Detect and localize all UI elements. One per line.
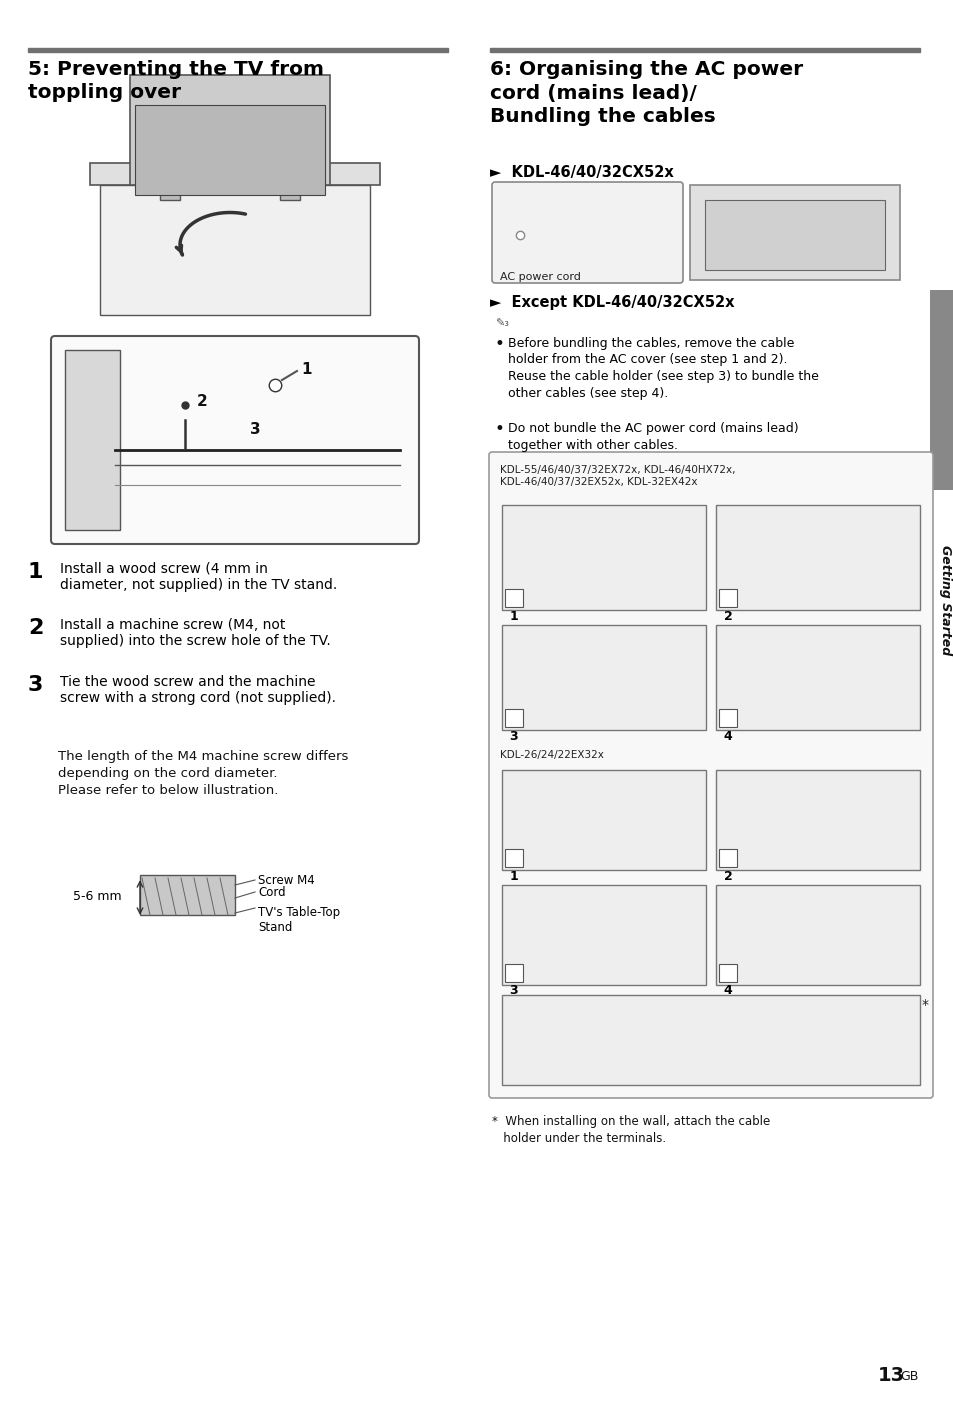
Text: 2: 2 (196, 393, 208, 409)
Bar (140, 875, 234, 915)
Text: Tie the wood screw and the machine
screw with a strong cord (not supplied).: Tie the wood screw and the machine screw… (60, 675, 335, 705)
Bar (504, 849, 522, 868)
Text: 5: Preventing the TV from
toppling over: 5: Preventing the TV from toppling over (28, 60, 324, 102)
Bar (716, 505, 919, 609)
Text: Getting Started: Getting Started (939, 545, 951, 656)
Text: 1: 1 (509, 609, 517, 622)
Bar (501, 995, 919, 1085)
Bar (90, 163, 379, 185)
Text: TV's Table-Top
Stand: TV's Table-Top Stand (257, 906, 340, 934)
Bar (689, 185, 899, 279)
Bar (716, 885, 919, 986)
Text: GB: GB (899, 1370, 918, 1383)
FancyBboxPatch shape (492, 183, 682, 284)
Text: 2: 2 (28, 618, 43, 637)
Text: 3: 3 (250, 423, 260, 438)
Text: 4: 4 (723, 730, 732, 743)
Text: 3: 3 (509, 730, 517, 743)
Bar (501, 625, 705, 730)
Bar (100, 185, 370, 314)
Bar (130, 74, 330, 185)
Text: 6: Organising the AC power
cord (mains lead)/
Bundling the cables: 6: Organising the AC power cord (mains l… (490, 60, 802, 126)
Text: •: • (495, 336, 504, 352)
Text: The length of the M4 machine screw differs
depending on the cord diameter.
Pleas: The length of the M4 machine screw diffe… (58, 750, 348, 797)
Bar (504, 965, 522, 981)
Bar (490, 48, 919, 52)
Text: 1: 1 (301, 361, 312, 376)
Text: 3: 3 (509, 984, 517, 997)
Text: Install a machine screw (M4, not
supplied) into the screw hole of the TV.: Install a machine screw (M4, not supplie… (60, 618, 331, 649)
Text: Do not bundle the AC power cord (mains lead)
together with other cables.: Do not bundle the AC power cord (mains l… (507, 423, 798, 452)
Text: 2: 2 (723, 609, 732, 622)
Text: *: * (921, 998, 928, 1012)
Bar (135, 105, 325, 195)
FancyBboxPatch shape (51, 336, 418, 543)
Bar (501, 769, 705, 870)
Bar (280, 185, 299, 199)
Bar (719, 590, 737, 607)
Text: •: • (495, 420, 504, 438)
Text: ►  Except KDL-46/40/32CX52x: ► Except KDL-46/40/32CX52x (490, 295, 734, 310)
Text: ►  KDL-46/40/32CX52x: ► KDL-46/40/32CX52x (490, 166, 673, 180)
Bar (504, 709, 522, 727)
Text: 2: 2 (723, 869, 732, 883)
Text: AC power cord: AC power cord (499, 272, 580, 282)
Bar (28, 48, 448, 52)
Bar (719, 849, 737, 868)
Bar (719, 965, 737, 981)
Text: KDL-55/46/40/37/32EX72x, KDL-46/40HX72x,
KDL-46/40/37/32EX52x, KDL-32EX42x: KDL-55/46/40/37/32EX72x, KDL-46/40HX72x,… (499, 465, 735, 487)
Bar (504, 590, 522, 607)
FancyBboxPatch shape (489, 452, 932, 1098)
Text: 3: 3 (28, 675, 43, 695)
Text: Before bundling the cables, remove the cable
holder from the AC cover (see step : Before bundling the cables, remove the c… (507, 337, 818, 400)
Bar (65, 350, 120, 529)
Text: 1: 1 (28, 562, 44, 583)
Text: *  When installing on the wall, attach the cable
   holder under the terminals.: * When installing on the wall, attach th… (492, 1115, 769, 1146)
Bar (160, 185, 180, 199)
Bar (716, 625, 919, 730)
Text: 4: 4 (723, 984, 732, 997)
Bar (719, 709, 737, 727)
Text: 5-6 mm: 5-6 mm (73, 890, 122, 903)
Bar (716, 769, 919, 870)
Text: Cord: Cord (257, 886, 285, 899)
Text: 1: 1 (509, 869, 517, 883)
Text: Install a wood screw (4 mm in
diameter, not supplied) in the TV stand.: Install a wood screw (4 mm in diameter, … (60, 562, 337, 592)
Text: Screw M4: Screw M4 (257, 873, 314, 886)
Bar (704, 199, 884, 270)
Text: ✎₃: ✎₃ (495, 317, 509, 329)
Bar (929, 291, 953, 490)
Bar (501, 885, 705, 986)
Text: KDL-26/24/22EX32x: KDL-26/24/22EX32x (499, 750, 603, 760)
Text: 13: 13 (877, 1366, 904, 1384)
Bar (501, 505, 705, 609)
